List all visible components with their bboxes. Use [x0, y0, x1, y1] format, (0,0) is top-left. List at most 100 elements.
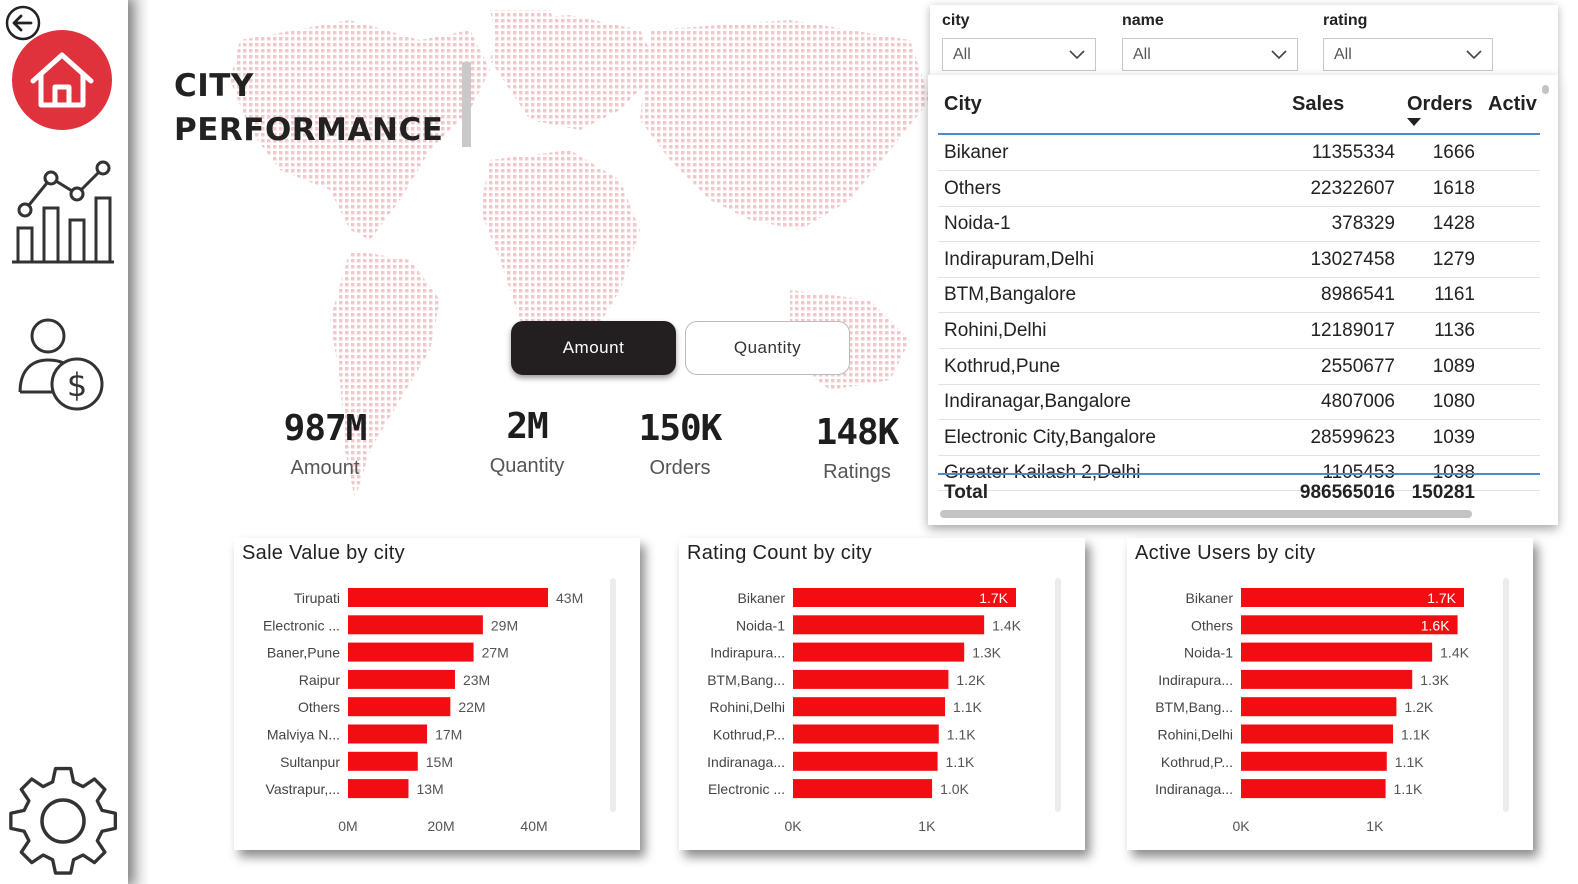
back-button[interactable] — [5, 5, 41, 41]
page-title: CITY PERFORMANCE — [174, 64, 443, 152]
cell-city: Noida-1 — [944, 213, 1011, 235]
table-row[interactable]: Rohini,Delhi 12189017 1136 — [938, 314, 1540, 349]
cell-orders: 1089 — [1432, 355, 1475, 377]
bar[interactable] — [793, 615, 985, 635]
bar[interactable] — [793, 588, 1016, 607]
data-label: 17M — [435, 727, 462, 743]
bar[interactable] — [793, 724, 939, 744]
column-header-active[interactable]: Activ — [1488, 93, 1537, 115]
category-label: Others — [1191, 617, 1233, 633]
bar[interactable] — [793, 779, 933, 799]
cell-sales: 8986541 — [1321, 284, 1395, 306]
category-label: Malviya N... — [267, 727, 340, 743]
cell-sales: 11355334 — [1311, 142, 1395, 163]
bar[interactable] — [348, 588, 548, 607]
bar[interactable] — [1241, 724, 1394, 744]
data-label: 15M — [426, 754, 453, 770]
table-row[interactable]: Greater Kailash 2,Delhi 1105453 1038 — [938, 456, 1540, 492]
total-orders: 150281 — [1411, 482, 1475, 503]
bar[interactable] — [793, 642, 965, 662]
cell-orders: 1666 — [1432, 142, 1475, 163]
sidebar-shadow — [128, 0, 150, 884]
analytics-nav-button[interactable] — [10, 158, 116, 264]
table-row[interactable]: Indirapuram,Delhi 13027458 1279 — [938, 243, 1540, 278]
cell-city: Rohini,Delhi — [944, 320, 1047, 341]
city-filter: city All — [942, 12, 1096, 71]
settings-nav-button[interactable] — [8, 766, 118, 876]
data-label: 1.4K — [992, 617, 1021, 633]
bar[interactable] — [1241, 697, 1397, 717]
category-label: Kothrud,P... — [1161, 754, 1233, 770]
bar[interactable] — [793, 697, 946, 717]
rating-filter: rating All — [1323, 12, 1493, 71]
column-header-city[interactable]: City — [944, 93, 982, 115]
vertical-scrollbar[interactable] — [1542, 85, 1549, 94]
category-label: Sultanpur — [280, 754, 340, 770]
category-label: Rohini,Delhi — [710, 699, 785, 715]
horizontal-scrollbar[interactable] — [940, 510, 1472, 518]
home-button[interactable] — [12, 30, 112, 130]
bar[interactable] — [348, 751, 418, 771]
cell-city: Bikaner — [944, 142, 1009, 163]
data-label: 1.1K — [953, 699, 982, 715]
kpi-ratings: 148K Ratings — [772, 412, 942, 484]
data-label: 1.1K — [1394, 781, 1423, 797]
table-row[interactable]: Bikaner 11355334 1666 — [938, 136, 1540, 171]
category-label: Baner,Pune — [267, 645, 340, 661]
bar[interactable] — [1241, 588, 1464, 607]
name-filter: name All — [1122, 12, 1298, 71]
quantity-toggle-button[interactable]: Quantity — [685, 321, 850, 375]
bar[interactable] — [348, 697, 451, 717]
chart-scrollbar[interactable] — [610, 578, 616, 812]
x-tick-label: 40M — [520, 818, 547, 834]
data-label: 27M — [482, 645, 509, 661]
bar[interactable] — [348, 615, 483, 635]
table-row[interactable]: Electronic City,Bangalore 28599623 1039 — [938, 421, 1540, 456]
rating-filter-select[interactable]: All — [1323, 38, 1493, 71]
data-label: 1.7K — [1427, 590, 1456, 606]
column-header-orders[interactable]: Orders — [1407, 93, 1473, 115]
back-arrow-icon — [5, 5, 41, 41]
category-label: Tirupati — [294, 590, 340, 606]
chart-scrollbar[interactable] — [1055, 578, 1061, 812]
table-row[interactable]: Others 22322607 1618 — [938, 172, 1540, 207]
category-label: Others — [298, 699, 340, 715]
sales-nav-button[interactable]: $ — [14, 314, 110, 414]
x-tick-label: 1K — [1366, 818, 1384, 834]
bar[interactable] — [1241, 669, 1413, 689]
x-tick-label: 0K — [1232, 818, 1250, 834]
data-label: 29M — [491, 617, 518, 633]
bar[interactable] — [793, 669, 949, 689]
table-row[interactable]: BTM,Bangalore 8986541 1161 — [938, 278, 1540, 314]
cell-orders: 1039 — [1432, 426, 1475, 448]
category-label: Kothrud,P... — [713, 727, 785, 743]
data-label: 1.3K — [972, 645, 1001, 661]
bar[interactable] — [348, 642, 474, 662]
table-row[interactable]: Kothrud,Pune 2550677 1089 — [938, 350, 1540, 385]
bar[interactable] — [1241, 615, 1458, 635]
category-label: Electronic ... — [708, 781, 785, 797]
city-filter-select[interactable]: All — [942, 38, 1096, 71]
data-label: 1.2K — [1404, 699, 1433, 715]
bar[interactable] — [348, 779, 409, 799]
kpi-label: Amount — [290, 457, 360, 479]
bar[interactable] — [1241, 751, 1387, 771]
table-row[interactable]: Indiranagar,Bangalore 4807006 1080 — [938, 385, 1540, 421]
x-tick-label: 0K — [784, 818, 802, 834]
data-label: 43M — [556, 590, 583, 606]
table-row[interactable]: Noida-1 378329 1428 — [938, 207, 1540, 243]
data-label: 1.0K — [940, 781, 969, 797]
chart-scrollbar[interactable] — [1503, 578, 1509, 812]
category-label: BTM,Bang... — [707, 672, 785, 688]
column-header-sales[interactable]: Sales — [1292, 93, 1345, 115]
bar[interactable] — [1241, 779, 1386, 799]
bar[interactable] — [1241, 642, 1433, 662]
bar[interactable] — [348, 724, 428, 744]
page-title-line2: PERFORMANCE — [174, 112, 444, 148]
amount-toggle-button[interactable]: Amount — [511, 321, 676, 375]
bar[interactable] — [793, 751, 938, 771]
bar[interactable] — [348, 669, 455, 689]
name-filter-select[interactable]: All — [1122, 38, 1298, 71]
kpi-value: 148K — [815, 412, 900, 453]
